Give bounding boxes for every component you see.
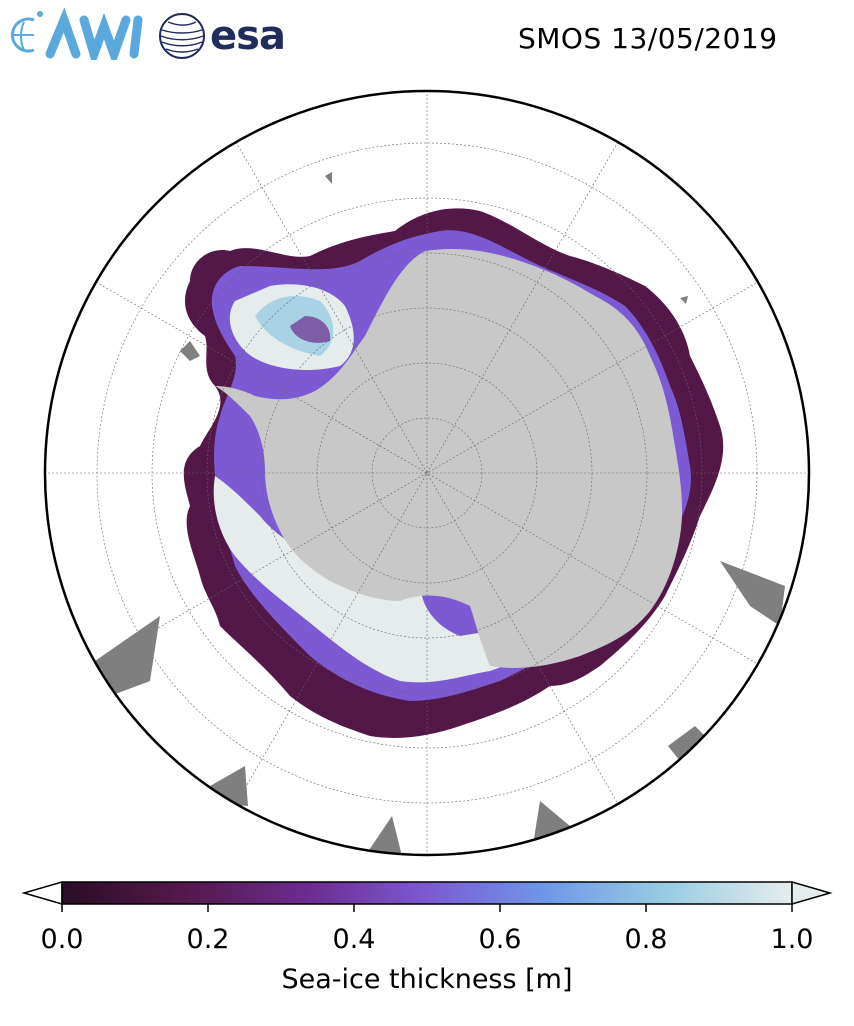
sea-ice-inner <box>213 284 561 683</box>
map-boundary <box>43 89 811 857</box>
colorbar-tick-label: 0.6 <box>478 924 522 955</box>
esa-logo-text: esa <box>210 13 286 59</box>
colorbar-extend-max <box>791 881 833 905</box>
awi-logo <box>11 8 143 60</box>
colorbar-tick-label: 1.0 <box>770 924 814 955</box>
colorbar-tick-label: 0.4 <box>332 924 376 955</box>
antarctica-land <box>215 249 683 668</box>
sea-ice-map <box>43 89 811 857</box>
esa-logo: esa <box>158 10 308 62</box>
colorbar-tick-label: 0.8 <box>624 924 668 955</box>
graticule <box>45 91 809 855</box>
colorbar-tick-label: 0.0 <box>40 924 84 955</box>
colorbar-gradient <box>61 881 793 905</box>
colorbar-tick-label: 0.2 <box>186 924 230 955</box>
colorbar-label: Sea-ice thickness [m] <box>281 964 573 995</box>
map-title: SMOS 13/05/2019 <box>518 22 778 55</box>
colorbar <box>21 881 833 912</box>
colorbar-extend-min <box>21 881 63 905</box>
